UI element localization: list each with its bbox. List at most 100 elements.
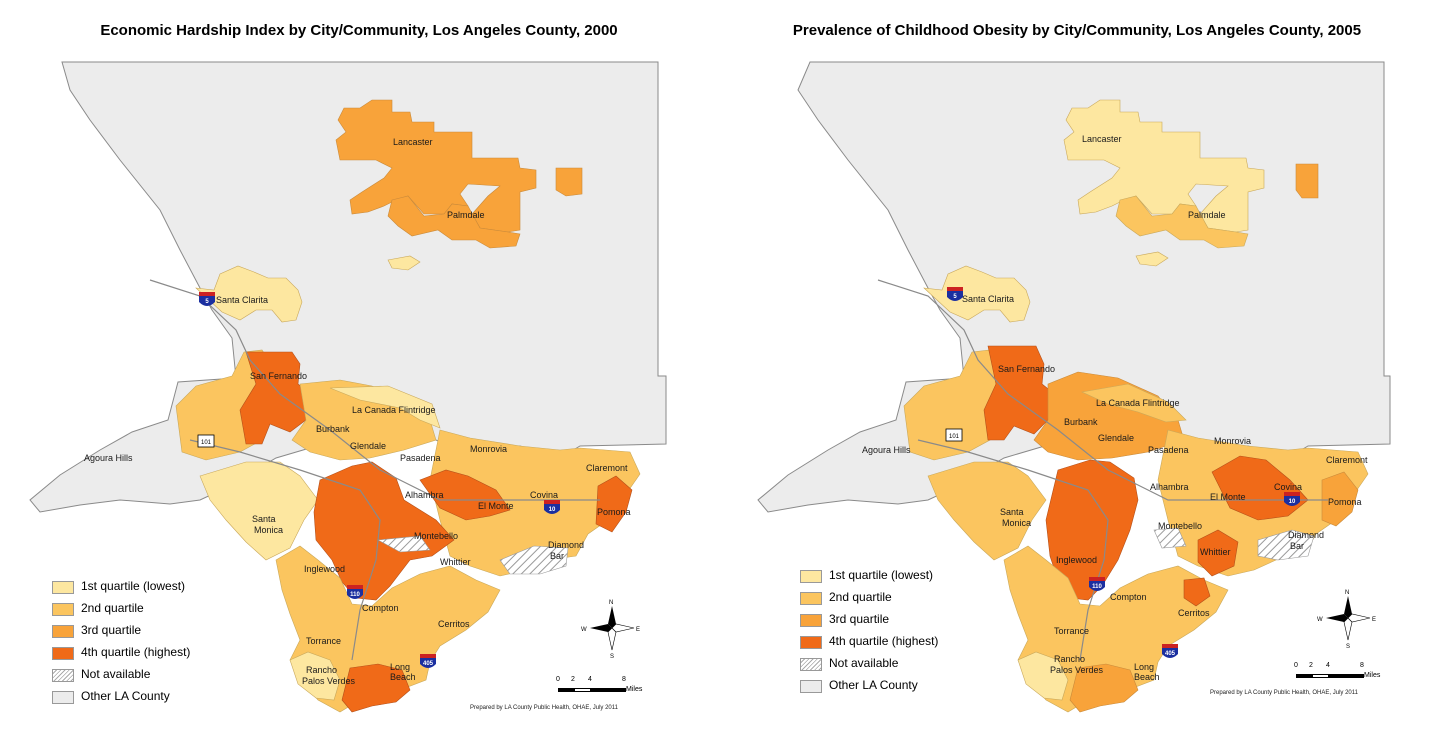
region-san-fernando — [983, 345, 1053, 441]
map-panel-childhood-obesity: Prevalence of Childhood Obesity by City/… — [718, 0, 1436, 743]
scale-segment — [1296, 674, 1312, 678]
compass-rose-icon: N S E W — [1317, 590, 1376, 650]
compass-w: W — [1317, 617, 1323, 623]
shield-number: 405 — [423, 661, 434, 667]
region-santa-clarita — [923, 265, 1031, 323]
scale-tick: 4 — [588, 676, 592, 683]
interstate-shield-icon: 110 — [347, 585, 363, 599]
region-alhambra-el-monte — [419, 469, 511, 521]
region-east-antelope — [1295, 163, 1319, 199]
freeway-line — [877, 279, 1328, 501]
city-label: Bar — [550, 551, 564, 561]
city-label: Bar — [1290, 541, 1304, 551]
region-palmdale — [387, 195, 521, 249]
legend-label: Not available — [81, 667, 151, 681]
city-label: Santa — [1000, 507, 1024, 517]
region-east-sgv — [429, 429, 641, 577]
shield-number: 5 — [205, 299, 209, 305]
region-whittier — [1197, 529, 1239, 577]
legend-label: 3rd quartile — [81, 623, 142, 637]
legend-swatch — [52, 603, 74, 616]
region-east-antelope — [555, 167, 583, 197]
region-westside — [927, 461, 1047, 561]
scale-tick: 8 — [622, 676, 626, 683]
map-title: Economic Hardship Index by City/Communit… — [100, 22, 618, 39]
legend-label: 1st quartile (lowest) — [81, 579, 186, 593]
freeway-line — [149, 279, 600, 501]
scale-unit: Miles — [626, 686, 643, 693]
interstate-shield-icon: 405 — [420, 654, 436, 668]
region-long-beach — [1069, 663, 1139, 713]
city-label: San Fernando — [250, 371, 307, 381]
scale-tick: 0 — [556, 676, 560, 683]
city-label: Beach — [1134, 672, 1160, 682]
us-route-shield-icon: 101 — [197, 434, 215, 448]
region-south-la-core — [1045, 459, 1139, 601]
city-label: Lancaster — [393, 137, 433, 147]
prepared-by-note: Prepared by LA County Public Health, OHA… — [470, 705, 618, 711]
city-label: Compton — [362, 603, 399, 613]
city-label: Torrance — [306, 636, 341, 646]
region-palmdale — [1115, 195, 1249, 249]
choropleth-map: Lancaster Palmdale Santa Clarita San Fernan… — [757, 61, 1391, 713]
city-label: Pasadena — [1148, 445, 1189, 455]
city-label: Torrance — [1054, 626, 1089, 636]
city-label: Diamond — [1288, 530, 1324, 540]
freeway-line — [917, 439, 1109, 661]
city-label: San Fernando — [998, 364, 1055, 374]
region-la-canada — [329, 385, 441, 429]
city-label: Burbank — [316, 424, 350, 434]
city-label: Pomona — [1328, 497, 1362, 507]
city-label: Alhambra — [405, 490, 444, 500]
region-south-la-core — [313, 461, 455, 601]
city-label: Beach — [390, 672, 416, 682]
interstate-shield-icon: 5 — [947, 287, 963, 301]
city-label: Glendale — [1098, 433, 1134, 443]
legend-swatch — [52, 581, 74, 594]
city-label: Monrovia — [470, 444, 507, 454]
city-label: Inglewood — [1056, 555, 1097, 565]
city-label: Santa Clarita — [962, 294, 1014, 304]
region-lancaster — [1063, 99, 1265, 233]
legend-label: 3rd quartile — [829, 612, 890, 626]
city-label: Monrovia — [1214, 436, 1251, 446]
scale-segment — [591, 688, 626, 692]
city-label: Diamond — [548, 540, 584, 550]
city-label: Palmdale — [447, 210, 485, 220]
city-label: Santa Clarita — [216, 295, 268, 305]
legend-label: 4th quartile (highest) — [829, 634, 939, 648]
legend-label: 2nd quartile — [81, 601, 144, 615]
legend-label: 4th quartile (highest) — [81, 645, 191, 659]
city-label: El Monte — [1210, 492, 1246, 502]
city-label: Glendale — [350, 441, 386, 451]
region-la-canada — [1081, 383, 1187, 423]
legend-swatch — [52, 625, 74, 638]
city-label: Montebello — [1158, 521, 1202, 531]
city-label: El Monte — [478, 501, 514, 511]
legend-label: 2nd quartile — [829, 590, 892, 604]
scale-tick: 8 — [1360, 662, 1364, 669]
legend-swatch — [800, 680, 822, 693]
scale-tick: 2 — [1309, 662, 1313, 669]
us-route-shield-icon: 101 — [945, 428, 963, 442]
scale-segment — [558, 688, 574, 692]
city-label: Whittier — [1200, 547, 1231, 557]
region-small-north — [1135, 251, 1169, 267]
shield-number: 110 — [350, 592, 360, 598]
city-label: Montebello — [414, 531, 458, 541]
city-label: Burbank — [1064, 417, 1098, 427]
city-labels: Lancaster Palmdale Santa Clarita San Fernan… — [862, 134, 1368, 682]
compass-s: S — [1346, 644, 1350, 650]
city-label: Claremont — [1326, 455, 1368, 465]
legend-swatch — [800, 614, 822, 627]
city-label: Covina — [1274, 482, 1302, 492]
compass-rose-icon: N S E W — [581, 600, 640, 660]
prepared-by-note: Prepared by LA County Public Health, OHA… — [1210, 690, 1358, 696]
legend-swatch — [52, 647, 74, 660]
city-label: Monica — [254, 525, 283, 535]
city-label: Monica — [1002, 518, 1031, 528]
scale-tick: 4 — [1326, 662, 1330, 669]
legend-label: Other LA County — [829, 678, 918, 692]
city-label: Pasadena — [400, 453, 441, 463]
city-labels: Lancaster Palmdale Santa Clarita San Fernan… — [84, 137, 631, 686]
